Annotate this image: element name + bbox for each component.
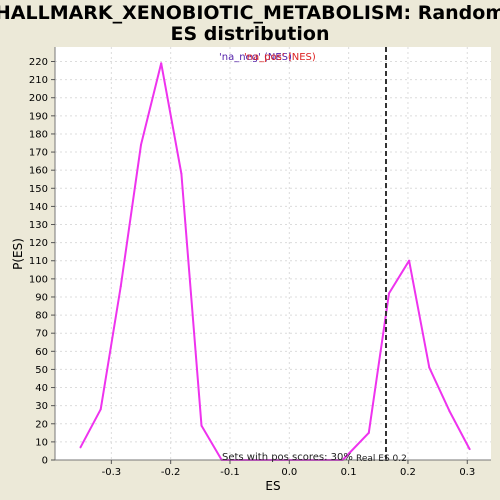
- y-ticks: 0 10 20 30 40 50 60 70 80 90 100 110 120 130 140 150 160…: [29, 57, 55, 467]
- data-point: [79, 446, 82, 449]
- data-point: [387, 292, 390, 295]
- data-point: [119, 285, 122, 288]
- y-tick-label: 20: [35, 419, 48, 430]
- data-point: [140, 143, 143, 146]
- chart-title-line2: ES distribution: [171, 23, 330, 45]
- x-axis-label: ES: [265, 479, 280, 493]
- y-tick-label: 130: [29, 220, 48, 231]
- legend-entry-na-neg: 'na_neg' (NES): [219, 52, 292, 63]
- data-point: [180, 172, 183, 175]
- real-es-label: Real ES 0.2: [356, 454, 407, 464]
- y-tick-label: 190: [29, 111, 48, 122]
- y-axis-label: P(ES): [11, 238, 25, 270]
- grid: [55, 47, 491, 460]
- y-tick-label: 180: [29, 129, 48, 140]
- y-tick-label: 160: [29, 166, 48, 177]
- data-point: [468, 448, 471, 451]
- data-point: [428, 366, 431, 369]
- y-tick-label: 70: [35, 329, 48, 340]
- y-tick-label: 120: [29, 238, 48, 249]
- x-tick-label: 0.2: [400, 467, 416, 478]
- data-point: [367, 431, 370, 434]
- data-point: [160, 62, 163, 65]
- y-tick-label: 90: [35, 292, 48, 303]
- x-tick-label: 0.0: [281, 467, 297, 478]
- x-tick-label: 0.3: [459, 467, 475, 478]
- data-point: [408, 259, 411, 262]
- plot-area: [55, 47, 491, 460]
- y-tick-label: 0: [42, 456, 48, 467]
- x-ticks: -0.3 -0.2 -0.1 0.0 0.1 0.2 0.3: [102, 460, 475, 478]
- y-tick-label: 100: [29, 274, 48, 285]
- y-tick-label: 200: [29, 93, 48, 104]
- y-tick-label: 220: [29, 57, 48, 68]
- pos-scores-annotation: Sets with pos scores: 30%: [222, 452, 353, 463]
- y-tick-label: 210: [29, 75, 48, 86]
- y-tick-label: 140: [29, 202, 48, 213]
- x-tick-label: -0.3: [102, 467, 122, 478]
- chart-title-line1: HALLMARK_XENOBIOTIC_METABOLISM: Random: [0, 2, 500, 24]
- y-tick-label: 170: [29, 148, 48, 159]
- data-point: [200, 424, 203, 427]
- x-tick-label: -0.2: [161, 467, 181, 478]
- y-tick-label: 150: [29, 184, 48, 195]
- y-tick-label: 110: [29, 256, 48, 267]
- legend-entry-na-pos: 'na_pos' (NES): [244, 52, 316, 63]
- x-tick-label: -0.1: [220, 467, 240, 478]
- y-tick-label: 30: [35, 401, 48, 412]
- data-point: [99, 408, 102, 411]
- y-tick-label: 10: [35, 437, 48, 448]
- y-tick-label: 80: [35, 311, 48, 322]
- y-tick-label: 40: [35, 383, 48, 394]
- y-tick-label: 60: [35, 347, 48, 358]
- x-tick-label: 0.1: [341, 467, 357, 478]
- data-point: [448, 410, 451, 413]
- y-tick-label: 50: [35, 365, 48, 376]
